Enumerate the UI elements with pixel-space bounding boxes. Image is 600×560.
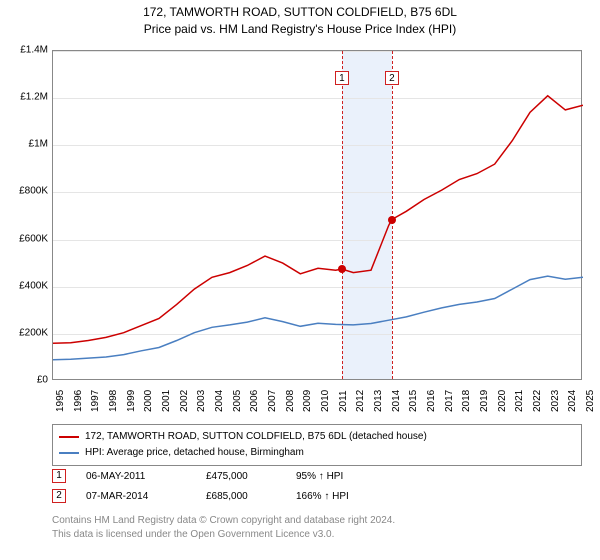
sales-row-2: 2 07-MAR-2014 £685,000 166% ↑ HPI: [52, 486, 406, 506]
x-tick-label: 2007: [267, 390, 278, 412]
x-tick-label: 1995: [55, 390, 66, 412]
legend-item-property: 172, TAMWORTH ROAD, SUTTON COLDFIELD, B7…: [59, 429, 575, 445]
x-tick-label: 2010: [320, 390, 331, 412]
x-tick-label: 2009: [302, 390, 313, 412]
x-tick-label: 2011: [338, 390, 349, 412]
x-tick-label: 2004: [214, 390, 225, 412]
legend: 172, TAMWORTH ROAD, SUTTON COLDFIELD, B7…: [52, 424, 582, 466]
sales-row-1: 1 06-MAY-2011 £475,000 95% ↑ HPI: [52, 466, 406, 486]
sale-dot: [388, 216, 396, 224]
x-tick-label: 1998: [108, 390, 119, 412]
sale-date-1: 06-MAY-2011: [86, 471, 206, 482]
y-tick-label: £400K: [4, 280, 48, 291]
legend-item-hpi: HPI: Average price, detached house, Birm…: [59, 445, 575, 461]
y-tick-label: £200K: [4, 327, 48, 338]
x-tick-label: 2022: [532, 390, 543, 412]
x-tick-label: 2021: [514, 390, 525, 412]
y-tick-label: £600K: [4, 233, 48, 244]
x-tick-label: 2013: [373, 390, 384, 412]
y-tick-label: £1.4M: [4, 45, 48, 56]
line-layer: [53, 51, 583, 381]
sale-hpi-2: 166% ↑ HPI: [296, 491, 406, 502]
x-tick-label: 2005: [232, 390, 243, 412]
sale-dot: [338, 265, 346, 273]
plot-region: 12: [52, 50, 582, 380]
series-hpi: [53, 276, 583, 360]
series-property_price: [53, 96, 583, 343]
sale-price-1: £475,000: [206, 471, 296, 482]
legend-swatch-hpi: [59, 452, 79, 454]
footer-line-2: This data is licensed under the Open Gov…: [52, 528, 395, 542]
x-tick-label: 2015: [408, 390, 419, 412]
sales-table: 1 06-MAY-2011 £475,000 95% ↑ HPI 2 07-MA…: [52, 466, 406, 506]
x-tick-label: 2000: [143, 390, 154, 412]
x-tick-label: 2014: [391, 390, 402, 412]
x-tick-label: 2001: [161, 390, 172, 412]
x-tick-label: 2017: [444, 390, 455, 412]
y-tick-label: £1.2M: [4, 92, 48, 103]
x-tick-label: 2018: [461, 390, 472, 412]
sale-date-2: 07-MAR-2014: [86, 491, 206, 502]
chart-area: 12 £0£200K£400K£600K£800K£1M£1.2M£1.4M19…: [52, 50, 582, 380]
footer-line-1: Contains HM Land Registry data © Crown c…: [52, 514, 395, 528]
legend-label-property: 172, TAMWORTH ROAD, SUTTON COLDFIELD, B7…: [85, 429, 427, 445]
y-tick-label: £0: [4, 375, 48, 386]
footer: Contains HM Land Registry data © Crown c…: [52, 514, 395, 542]
x-tick-label: 2002: [179, 390, 190, 412]
y-tick-label: £1M: [4, 139, 48, 150]
sale-marker-1: 1: [52, 469, 66, 483]
x-tick-label: 2025: [585, 390, 596, 412]
x-tick-label: 2012: [355, 390, 366, 412]
y-tick-label: £800K: [4, 186, 48, 197]
title-line-1: 172, TAMWORTH ROAD, SUTTON COLDFIELD, B7…: [0, 4, 600, 21]
sale-price-2: £685,000: [206, 491, 296, 502]
x-tick-label: 2019: [479, 390, 490, 412]
x-tick-label: 2006: [249, 390, 260, 412]
title-line-2: Price paid vs. HM Land Registry's House …: [0, 21, 600, 38]
x-tick-label: 1997: [90, 390, 101, 412]
x-tick-label: 2020: [497, 390, 508, 412]
title-block: 172, TAMWORTH ROAD, SUTTON COLDFIELD, B7…: [0, 0, 600, 38]
x-tick-label: 2008: [285, 390, 296, 412]
legend-label-hpi: HPI: Average price, detached house, Birm…: [85, 445, 304, 461]
x-tick-label: 1999: [126, 390, 137, 412]
sale-hpi-1: 95% ↑ HPI: [296, 471, 406, 482]
x-tick-label: 1996: [73, 390, 84, 412]
x-tick-label: 2023: [550, 390, 561, 412]
x-tick-label: 2024: [567, 390, 578, 412]
x-tick-label: 2016: [426, 390, 437, 412]
chart-container: 172, TAMWORTH ROAD, SUTTON COLDFIELD, B7…: [0, 0, 600, 560]
legend-swatch-property: [59, 436, 79, 438]
sale-marker-2: 2: [52, 489, 66, 503]
x-tick-label: 2003: [196, 390, 207, 412]
